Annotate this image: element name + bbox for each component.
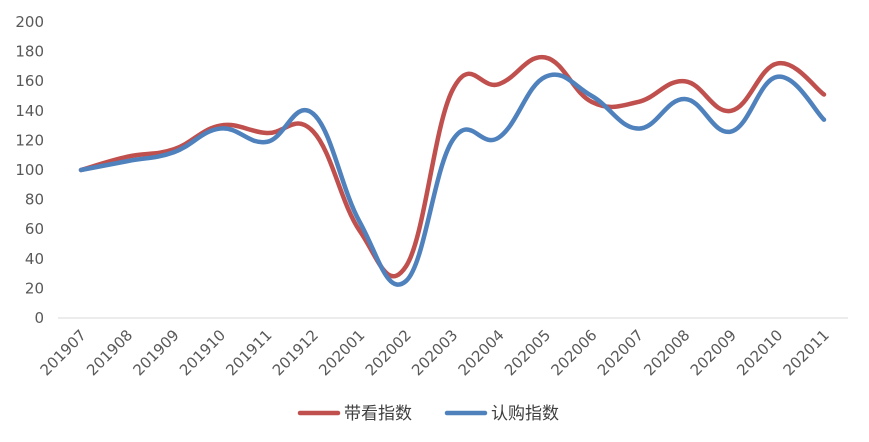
legend-label-1: 带看指数 <box>344 404 412 424</box>
x-tick-label: 201908 <box>83 326 136 379</box>
x-tick-label: 202010 <box>733 326 786 379</box>
x-tick-label: 202004 <box>455 326 508 379</box>
y-tick-label: 160 <box>15 72 44 90</box>
x-tick-label: 201911 <box>222 326 275 379</box>
x-tick-label: 201907 <box>37 326 90 379</box>
x-tick-label: 202011 <box>780 326 833 379</box>
x-tick-label: 201910 <box>176 326 229 379</box>
y-axis-ticks: 0 20 40 60 80 100 120 140 160 180 200 <box>15 13 44 327</box>
series-line-1 <box>78 55 827 279</box>
x-tick-label: 202007 <box>594 326 647 379</box>
x-tick-label: 201909 <box>129 326 182 379</box>
y-tick-label: 180 <box>15 43 44 61</box>
y-tick-label: 20 <box>25 279 44 297</box>
x-tick-label: 202003 <box>408 326 461 379</box>
x-tick-label: 202006 <box>547 326 600 379</box>
x-tick-label: 202008 <box>640 326 693 379</box>
x-tick-label: 202005 <box>501 326 554 379</box>
y-tick-label: 100 <box>15 161 44 179</box>
legend-label-2: 认购指数 <box>491 404 559 424</box>
legend: 带看指数 认购指数 <box>297 404 559 424</box>
y-tick-label: 200 <box>15 13 44 31</box>
y-tick-label: 120 <box>15 131 44 149</box>
y-tick-label: 0 <box>34 309 44 327</box>
series-line-2 <box>78 72 827 287</box>
x-tick-label: 201912 <box>269 326 322 379</box>
x-tick-label: 202002 <box>362 326 415 379</box>
x-tick-label: 202009 <box>687 326 740 379</box>
series-lines <box>78 55 827 287</box>
y-tick-label: 80 <box>25 191 44 209</box>
y-tick-label: 40 <box>25 250 44 268</box>
y-tick-label: 60 <box>25 220 44 238</box>
y-tick-label: 140 <box>15 102 44 120</box>
x-tick-label: 202001 <box>315 326 368 379</box>
x-axis-ticks: 2019072019082019092019102019112019122020… <box>37 326 833 379</box>
